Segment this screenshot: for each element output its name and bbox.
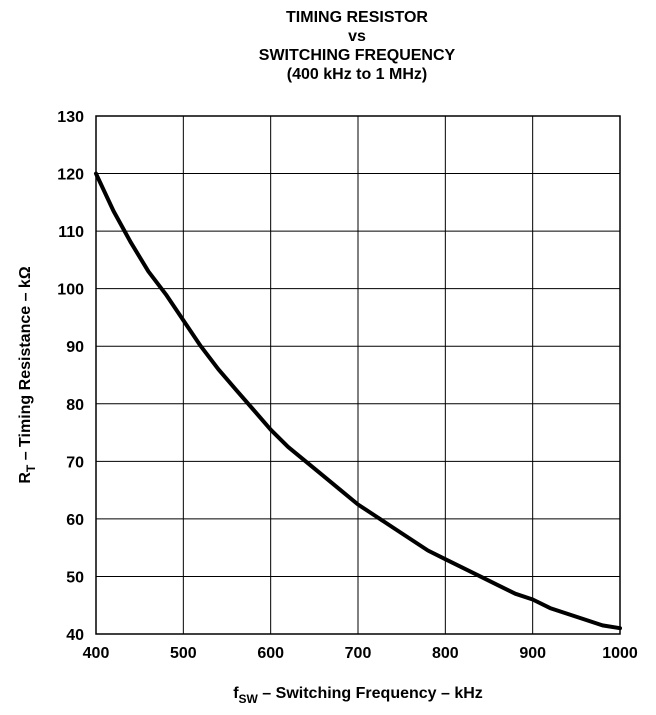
y-tick-label: 100 [57, 282, 84, 299]
chart-title-line: TIMING RESISTOR [286, 9, 428, 26]
x-tick-label: 900 [519, 645, 546, 662]
x-tick-label: 600 [257, 645, 284, 662]
x-tick-label: 1000 [602, 645, 638, 662]
series-line [94, 171, 622, 631]
y-tick-label: 130 [57, 109, 84, 126]
y-tick-label: 120 [57, 167, 84, 184]
chart-title-line: SWITCHING FREQUENCY [259, 47, 456, 64]
y-tick-label: 110 [58, 224, 84, 241]
y-tick-label: 50 [66, 569, 84, 586]
x-tick-label: 800 [432, 645, 459, 662]
chart-title: TIMING RESISTOR vs SWITCHING FREQUENCY (400… [259, 9, 456, 83]
y-tick-label: 90 [66, 339, 84, 356]
plot-frame [95, 115, 621, 635]
x-tick-label: 700 [345, 645, 372, 662]
chart-title-line: (400 kHz to 1 MHz) [287, 66, 427, 83]
x-tick-label: 400 [83, 645, 110, 662]
x-tick-labels: 400 500 600 700 800 900 1000 [83, 645, 638, 662]
y-tick-label: 60 [66, 512, 84, 529]
chart-title-line: vs [348, 28, 366, 45]
x-tick-label: 500 [170, 645, 197, 662]
series-layer [94, 171, 622, 631]
grid [96, 116, 620, 634]
y-tick-label: 70 [66, 454, 84, 471]
y-tick-labels: 40 50 60 70 80 90 100 110 120 130 [57, 109, 84, 644]
y-tick-label: 40 [66, 627, 84, 644]
x-axis-label: fSW – Switching Frequency – kHz [233, 685, 483, 706]
y-axis-label: RT – Timing Resistance – kΩ [17, 266, 38, 483]
y-tick-label: 80 [66, 397, 84, 414]
